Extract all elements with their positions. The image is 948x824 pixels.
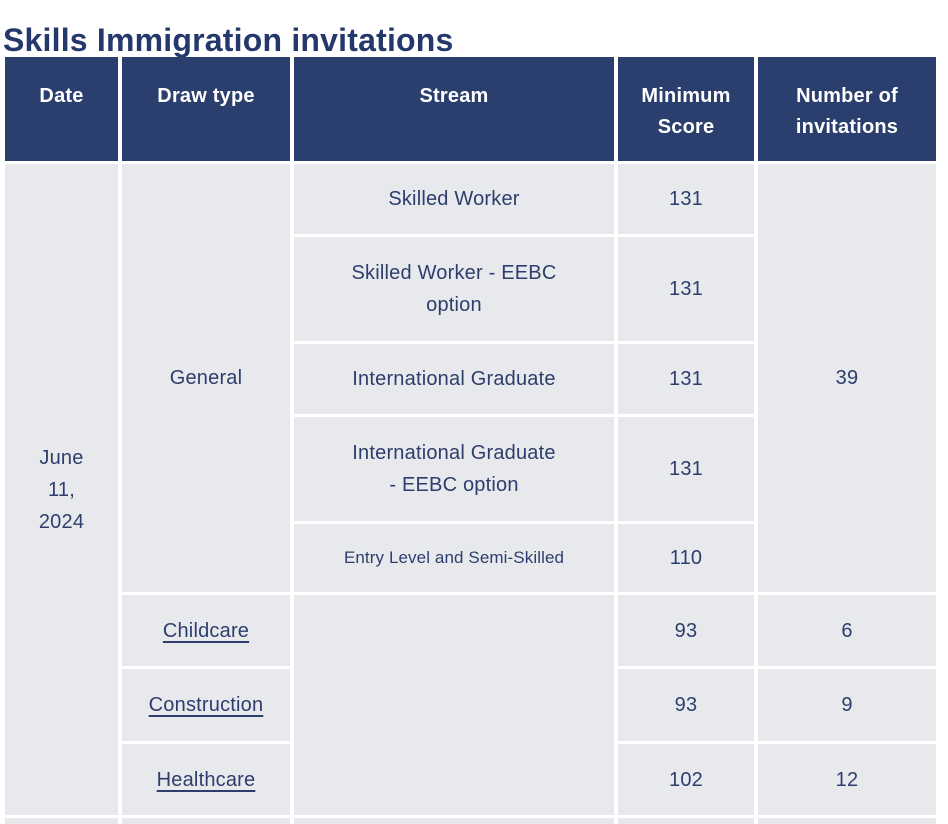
partial-next-row-cell	[294, 818, 614, 824]
childcare-link[interactable]: Childcare	[162, 619, 250, 642]
column-header-number-of-invitations: Number of invitations	[758, 57, 936, 161]
date-cell: June 11, 2024	[5, 164, 118, 815]
min-score-cell: 131	[618, 344, 754, 414]
column-header-stream: Stream	[294, 57, 614, 161]
invitations-table: Date Draw type Stream Minimum Score Numb…	[5, 57, 936, 824]
stream-cell-international-graduate: International Graduate	[294, 344, 614, 414]
stream-cell-skilled-worker-eebc: Skilled Worker - EEBC option	[294, 237, 614, 341]
min-score-cell: 131	[618, 237, 754, 341]
stream-label: Entry Level and Semi-Skilled	[343, 548, 565, 568]
stream-label: Skilled Worker - EEBC option	[351, 262, 557, 316]
stream-cell-empty	[294, 595, 614, 815]
construction-link[interactable]: Construction	[148, 694, 264, 716]
invitations-cell-general: 39	[758, 164, 936, 592]
stream-cell-international-graduate-eebc: International Graduate - EEBC option	[294, 417, 614, 521]
min-score-cell: 110	[618, 524, 754, 592]
partial-next-row-cell	[758, 818, 936, 824]
invitations-cell: 6	[758, 595, 936, 666]
stream-label: International Graduate	[352, 368, 556, 390]
min-score-cell: 102	[618, 744, 754, 815]
min-score-cell: 93	[618, 595, 754, 666]
healthcare-link[interactable]: Healthcare	[156, 768, 256, 791]
date-value: June 11, 2024	[38, 446, 85, 533]
partial-next-row-cell	[122, 818, 290, 824]
min-score-cell: 93	[618, 669, 754, 741]
column-header-date: Date	[5, 57, 118, 161]
min-score-cell: 131	[618, 164, 754, 234]
column-header-draw-type: Draw type	[122, 57, 290, 161]
partial-next-row-cell	[618, 818, 754, 824]
invitations-cell: 12	[758, 744, 936, 815]
stream-label: Skilled Worker	[388, 188, 520, 210]
draw-type-cell-childcare: Childcare	[122, 595, 290, 666]
draw-type-cell-healthcare: Healthcare	[122, 744, 290, 815]
invitations-cell: 9	[758, 669, 936, 741]
stream-cell-skilled-worker: Skilled Worker	[294, 164, 614, 234]
page-title: Skills Immigration invitations	[3, 22, 454, 59]
draw-type-cell-general: General	[122, 164, 290, 592]
draw-type-cell-construction: Construction	[122, 669, 290, 741]
stream-label: International Graduate - EEBC option	[352, 442, 556, 496]
stream-cell-entry-level-semi-skilled: Entry Level and Semi-Skilled	[294, 524, 614, 592]
partial-next-row-cell	[5, 818, 118, 824]
column-header-minimum-score: Minimum Score	[618, 57, 754, 161]
min-score-cell: 131	[618, 417, 754, 521]
